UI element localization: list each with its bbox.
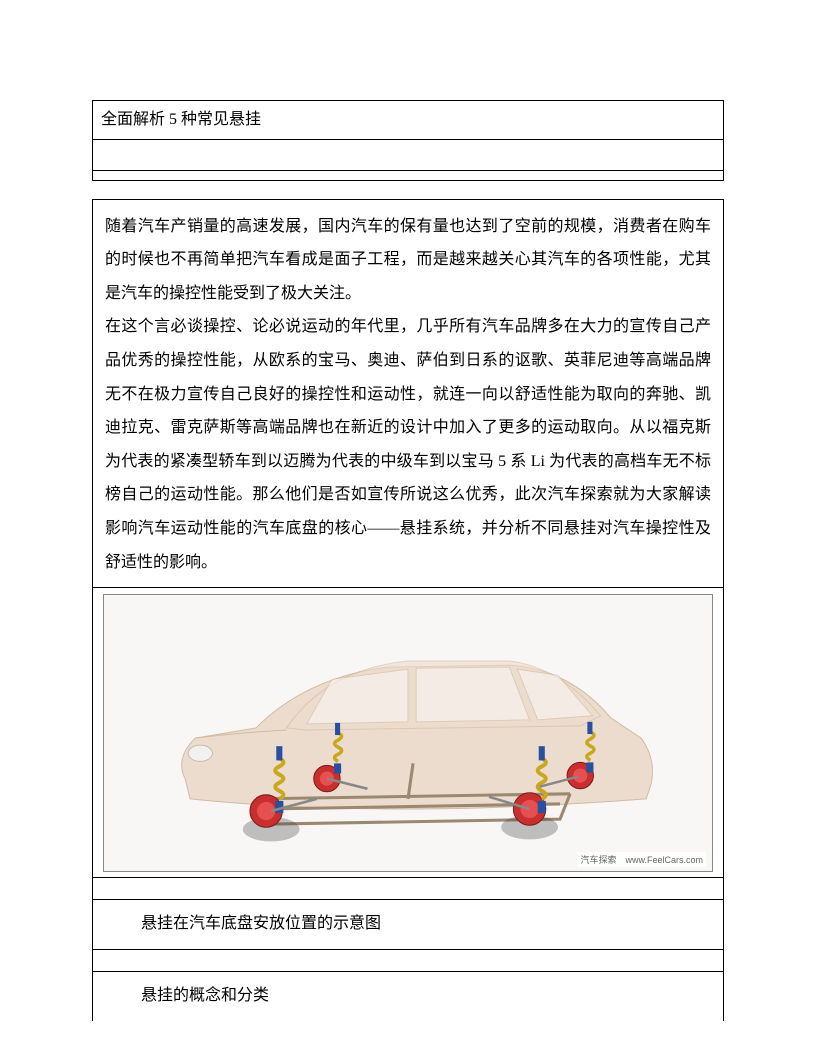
car-suspension-illustration	[104, 595, 712, 871]
spacer-row-2	[93, 949, 723, 971]
document-title: 全面解析 5 种常见悬挂	[93, 101, 724, 140]
paragraph-1: 随着汽车产销量的高速发展，国内汽车的保有量也达到了空前的规模，消费者在购车的时候…	[105, 218, 711, 302]
body-text: 随着汽车产销量的高速发展，国内汽车的保有量也达到了空前的规模，消费者在购车的时候…	[93, 200, 723, 588]
paragraph-2: 在这个言必谈操控、论必说运动的年代里，几乎所有汽车品牌多在大力的宣传自己产品优秀…	[105, 318, 711, 570]
title-table: 全面解析 5 种常见悬挂	[92, 100, 724, 181]
car-diagram: 汽车探索 www.FeelCars.com	[103, 594, 713, 872]
content-box: 随着汽车产销量的高速发展，国内汽车的保有量也达到了空前的规模，消费者在购车的时候…	[92, 199, 724, 1021]
title-empty-row-1	[93, 139, 724, 170]
diagram-caption: 悬挂在汽车底盘安放位置的示意图	[93, 899, 723, 949]
spacer-row-1	[93, 877, 723, 899]
diagram-watermark: 汽车探索 www.FeelCars.com	[577, 852, 706, 867]
title-empty-row-2	[93, 170, 724, 180]
section-subheading: 悬挂的概念和分类	[93, 971, 723, 1021]
diagram-cell: 汽车探索 www.FeelCars.com	[93, 587, 723, 877]
